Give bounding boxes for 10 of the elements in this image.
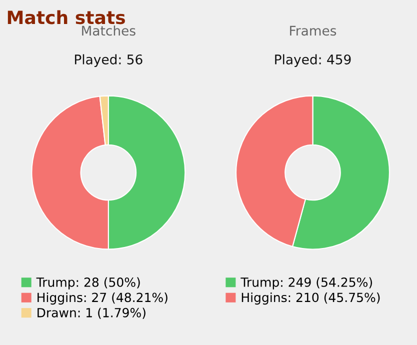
chart-title: Matches bbox=[82, 25, 136, 36]
chart-title: Frames bbox=[290, 26, 336, 36]
chart-subtitle: Played: 459 bbox=[275, 54, 351, 67]
text: Match stats bbox=[8, 10, 125, 24]
legend-label: Higgins: 27 (48.21%) bbox=[38, 292, 168, 305]
chart-subtitle: Played: 56 bbox=[74, 54, 142, 67]
legend-label: Drawn: 1 (1.79%) bbox=[38, 308, 146, 319]
legend-label: Higgins: 210 (45.75%) bbox=[242, 292, 380, 305]
legend-label: Trump: 249 (54.25%) bbox=[240, 277, 372, 290]
legend-label: Trump: 28 (50%) bbox=[36, 277, 140, 290]
